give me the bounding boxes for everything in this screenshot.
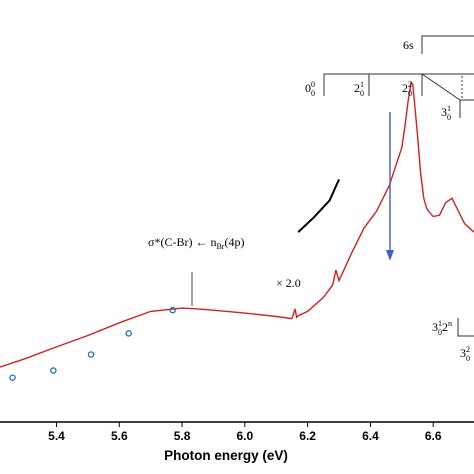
label-312n-sup2: n bbox=[448, 319, 452, 328]
label-2-2-0-base: 2 bbox=[402, 81, 408, 95]
x-tick-label: 5.8 bbox=[174, 429, 191, 443]
blue-arrow-head bbox=[386, 250, 394, 261]
label-2-1-0-sup: 1 bbox=[360, 80, 364, 89]
x-tick-label: 6.6 bbox=[425, 429, 442, 443]
label-312n-sub1: 0 bbox=[438, 328, 442, 337]
x-tick-label: 6.2 bbox=[299, 429, 316, 443]
label-0-0-0-base: 0 bbox=[305, 81, 311, 95]
label-312n-b: 2 bbox=[442, 320, 448, 334]
label-3-1-0-base: 3 bbox=[441, 105, 447, 119]
label-0-0-0-sup: 0 bbox=[311, 80, 315, 89]
label-0-0-0: 00 0 bbox=[305, 80, 315, 98]
progression-bracket-main bbox=[323, 73, 474, 96]
progression-diagonal bbox=[421, 73, 474, 101]
label-3-2-0: 32 0 bbox=[460, 345, 470, 363]
label-2-2-0-sup: 2 bbox=[408, 80, 412, 89]
label-2-2-0-sub: 0 bbox=[408, 89, 412, 98]
experimental-point bbox=[87, 351, 95, 358]
rydberg-6s-label: 6s bbox=[403, 38, 414, 52]
x-tick-labels: 5.4 5.6 5.8 6.0 6.2 6.4 6.6 bbox=[48, 429, 442, 443]
label-3-1-0-2-n: 31 02n bbox=[432, 319, 452, 337]
label-3-2-0-sub: 0 bbox=[466, 354, 470, 363]
label-3-1-0: 31 0 bbox=[441, 104, 451, 122]
progression-312n-bracket bbox=[457, 318, 474, 337]
x-ticks bbox=[56, 422, 434, 427]
label-2-1-0-base: 2 bbox=[354, 81, 360, 95]
x-tick-label: 5.6 bbox=[111, 429, 128, 443]
label-0-0-0-sub: 0 bbox=[311, 89, 315, 98]
label-2-1-0-sub: 0 bbox=[360, 89, 364, 98]
transition-suffix: (4p) bbox=[224, 235, 244, 249]
experimental-point bbox=[169, 306, 176, 314]
experimental-point bbox=[125, 330, 132, 337]
label-3-2-0-sup: 2 bbox=[466, 345, 470, 354]
rydberg-6s-bracket bbox=[421, 35, 474, 54]
transition-label: σ*(C-Br) ← nBr(4p) bbox=[148, 235, 244, 251]
experimental-point bbox=[9, 374, 16, 381]
label-312n-sup1: 1 bbox=[438, 319, 442, 328]
label-3-1-0-sup: 1 bbox=[447, 104, 451, 113]
x-axis-label: Photon energy (eV) bbox=[164, 448, 288, 463]
label-3-1-0-sub: 0 bbox=[447, 113, 451, 122]
x-tick-label: 5.4 bbox=[48, 429, 65, 443]
experimental-point bbox=[50, 367, 57, 374]
transition-prefix: σ*(C-Br) ← n bbox=[148, 235, 216, 249]
series-spectrum-line bbox=[0, 80, 474, 368]
series-experimental-points bbox=[9, 306, 176, 381]
transition-sub: Br bbox=[216, 242, 224, 251]
x-tick-label: 6.4 bbox=[362, 429, 379, 443]
label-2-2-0: 22 0 bbox=[402, 80, 412, 98]
series-scaled-segment bbox=[297, 178, 340, 233]
scale-factor-label: × 2.0 bbox=[276, 276, 301, 290]
x-tick-label: 6.0 bbox=[237, 429, 254, 443]
label-2-1-0: 21 0 bbox=[354, 80, 364, 98]
label-312n-a: 3 bbox=[432, 320, 438, 334]
label-3-2-0-base: 3 bbox=[460, 346, 466, 360]
